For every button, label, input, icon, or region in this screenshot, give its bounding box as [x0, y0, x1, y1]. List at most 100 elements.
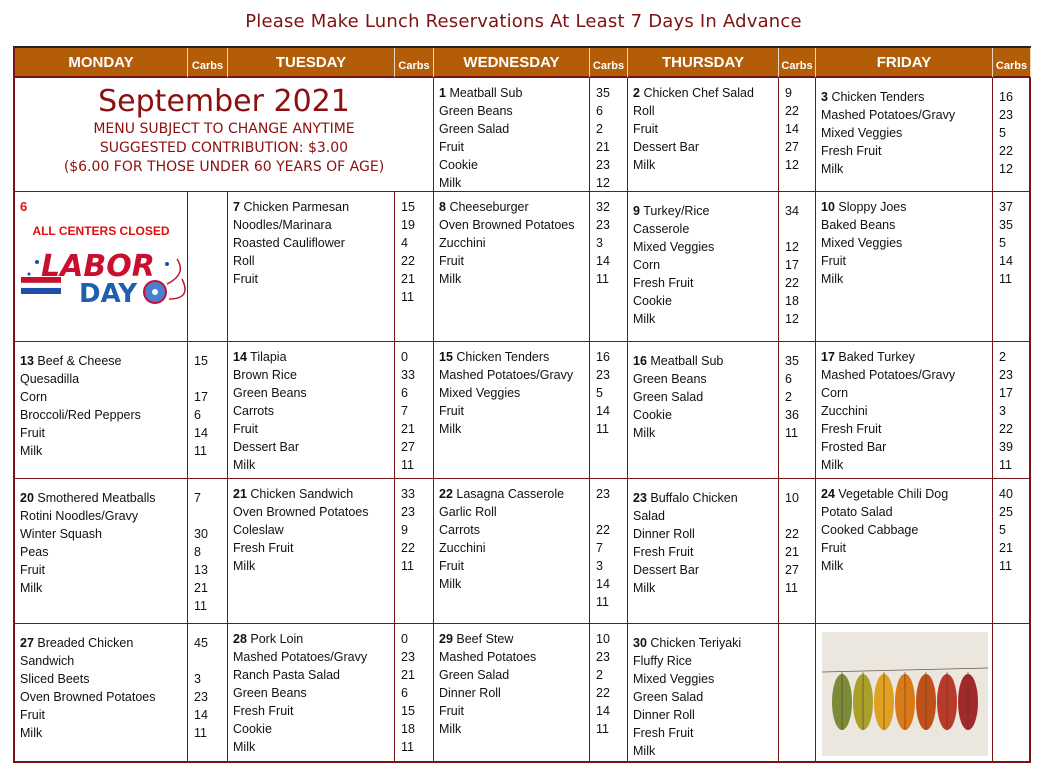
carbs-header: Carbs	[395, 48, 434, 78]
menu-item: Zucchini	[439, 234, 589, 252]
carb-value: 21	[596, 140, 610, 154]
menu-item: Winter Squash	[20, 525, 187, 543]
menu-item-label: Fresh Fruit	[233, 541, 294, 555]
menu-item-label: Milk	[233, 458, 256, 472]
carb-value: 27	[401, 440, 415, 454]
month-note: ($6.00 FOR THOSE UNDER 60 YEARS OF AGE)	[63, 159, 385, 175]
menu-item-label: Winter Squash	[20, 527, 102, 541]
carb-value: 12	[785, 312, 799, 326]
carb-value: 3	[596, 236, 603, 250]
menu-item-label: Green Salad	[633, 690, 704, 704]
menu-item-label: Fruit	[439, 140, 464, 154]
carb-value	[596, 503, 627, 521]
menu-item-label: Milk	[20, 726, 43, 740]
menu-item-label: Quesadilla	[20, 372, 80, 386]
carb-value: 12	[785, 240, 799, 254]
day-cell: 17 Baked Turkey Mashed Potatoes/Gravy Corn…	[816, 342, 993, 479]
menu-item: Carrots	[439, 521, 589, 539]
menu-item: Fruit	[439, 402, 589, 420]
menu-item-label: Mashed Potatoes/Gravy	[233, 650, 368, 664]
carb-value: 23	[596, 650, 610, 664]
menu-item: Salad	[633, 507, 778, 525]
carb-value: 16	[999, 90, 1013, 104]
menu-item-label: Roll	[233, 254, 255, 268]
carb-value: 18	[401, 722, 415, 736]
menu-item: Green Salad	[439, 666, 589, 684]
menu-item: Green Beans	[233, 384, 394, 402]
menu-item-label: Milk	[821, 272, 844, 286]
carb-value: 14	[596, 704, 610, 718]
menu-item: Green Salad	[633, 688, 778, 706]
carb-value: 11	[999, 559, 1012, 573]
menu-item-label: Garlic Roll	[439, 505, 497, 519]
menu-item-label: Fresh Fruit	[233, 704, 294, 718]
day-cell: 21 Chicken Sandwich Oven Browned Potatoes…	[228, 479, 395, 624]
menu-item-label: Pork Loin	[250, 632, 304, 646]
day-cell: 2 Chicken Chef Salad Roll Fruit Dessert Bar…	[628, 78, 779, 192]
menu-item-label: Peas	[20, 545, 49, 559]
menu-item: Oven Browned Potatoes	[20, 688, 187, 706]
carb-value: 11	[401, 458, 414, 472]
carbs-cell: 2 23 17 3 22 39 11	[993, 342, 1031, 479]
menu-item: Potato Salad	[821, 503, 992, 521]
menu-item-label: Carrots	[233, 404, 274, 418]
carb-value: 10	[785, 491, 799, 505]
carb-value: 18	[785, 294, 799, 308]
carb-value: 5	[999, 523, 1006, 537]
carb-value: 7	[596, 541, 603, 555]
menu-item-label: Fruit	[439, 254, 464, 268]
menu-item: 28 Pork Loin	[233, 630, 394, 648]
menu-item: Milk	[821, 160, 992, 178]
carb-value: 23	[596, 158, 610, 172]
menu-item-label: Noodles/Marinara	[233, 218, 332, 232]
carb-value: 5	[999, 126, 1006, 140]
menu-item: Milk	[233, 456, 394, 474]
menu-item-label: Milk	[821, 559, 844, 573]
menu-item: Mixed Veggies	[633, 238, 778, 256]
menu-item: 13 Beef & Cheese	[20, 352, 187, 370]
menu-item-label: Breaded Chicken	[37, 636, 134, 650]
carb-value: 22	[596, 686, 610, 700]
carb-value: 33	[401, 368, 415, 382]
menu-item-label: Casserole	[633, 222, 690, 236]
day-cell: 30 Chicken Teriyaki Fluffy Rice Mixed Vegg…	[628, 624, 779, 763]
menu-item-label: Milk	[233, 740, 256, 754]
carb-value: 17	[785, 258, 799, 272]
menu-item-label: Milk	[20, 444, 43, 458]
carb-value: 6	[401, 686, 408, 700]
day-number: 27	[20, 636, 34, 650]
menu-item: Garlic Roll	[439, 503, 589, 521]
carb-value: 15	[194, 354, 208, 368]
carb-value: 17	[999, 386, 1013, 400]
carb-value	[194, 652, 227, 670]
day-number: 21	[233, 487, 247, 501]
menu-item-label: Meatball Sub	[650, 354, 724, 368]
carb-value: 22	[785, 276, 799, 290]
menu-item: Sliced Beets	[20, 670, 187, 688]
menu-item-label: Fruit	[821, 541, 846, 555]
carb-value: 27	[785, 140, 799, 154]
menu-item: 2 Chicken Chef Salad	[633, 84, 778, 102]
menu-item-label: Cookie	[233, 722, 272, 736]
menu-item: 22 Lasagna Casserole	[439, 485, 589, 503]
carb-value: 11	[596, 722, 609, 736]
carb-value: 23	[194, 690, 208, 704]
menu-item: Mashed Potatoes/Gravy	[821, 106, 992, 124]
menu-item-label: Chicken Parmesan	[243, 200, 350, 214]
menu-item: Milk	[633, 156, 778, 174]
carbs-header: Carbs	[993, 48, 1031, 78]
carb-value: 13	[194, 563, 208, 577]
menu-item: Milk	[633, 424, 778, 442]
carb-value: 11	[785, 581, 798, 595]
carb-value: 6	[785, 372, 792, 386]
menu-item: Frosted Bar	[821, 438, 992, 456]
menu-item-label: Vegetable Chili Dog	[838, 487, 949, 501]
day-cell: 20 Smothered Meatballs Rotini Noodles/Gra…	[15, 479, 188, 624]
menu-item-label: Fresh Fruit	[821, 144, 882, 158]
menu-item-label: Fresh Fruit	[821, 422, 882, 436]
menu-item-label: Roasted Cauliflower	[233, 236, 345, 250]
menu-item-label: Zucchini	[439, 236, 486, 250]
carb-value: 3	[194, 672, 201, 686]
carbs-cell: 10 23 2 22 14 11	[590, 624, 628, 763]
carb-value: 40	[999, 487, 1013, 501]
